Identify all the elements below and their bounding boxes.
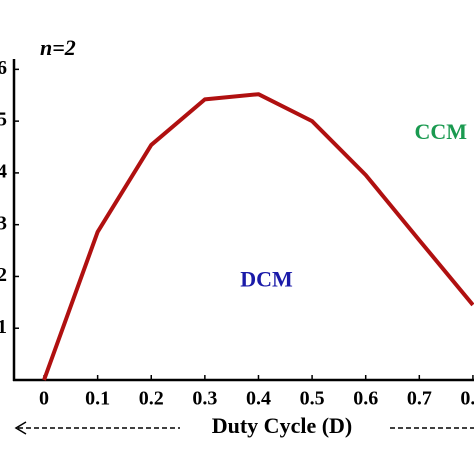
x-label-arrows	[14, 421, 474, 435]
x-tick-label: 0.4	[246, 388, 271, 410]
x-axis-label: Duty Cycle (D)	[212, 413, 353, 438]
annotation: DCM	[240, 267, 293, 292]
x-tick-label: 0	[39, 388, 49, 410]
x-tick-label: 0.2	[139, 388, 164, 410]
y-tick-label: 5	[0, 109, 7, 131]
y-tick-label: 6	[0, 57, 7, 79]
annotation: CCM	[414, 119, 467, 144]
x-tick-label: 0.3	[192, 388, 217, 410]
x-tick-label: 0.7	[407, 388, 432, 410]
x-tick-label: 0.8	[460, 388, 474, 410]
y-tick-label: 3	[0, 212, 7, 234]
y-tick-label: 2	[0, 264, 7, 286]
y-tick-label: 4	[0, 160, 7, 182]
x-tick-label: 0.1	[85, 388, 110, 410]
x-tick-label: 0.5	[300, 388, 325, 410]
x-tick-label: 0.6	[353, 388, 378, 410]
y-tick-label: 1	[0, 316, 7, 338]
data-line	[42, 92, 474, 381]
chart-title: n=2	[40, 35, 76, 60]
